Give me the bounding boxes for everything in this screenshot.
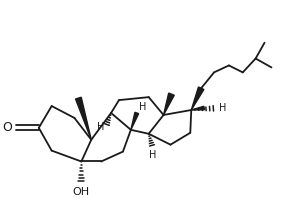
Polygon shape: [191, 106, 204, 110]
Polygon shape: [164, 93, 174, 115]
Text: H: H: [219, 103, 226, 113]
Polygon shape: [75, 97, 91, 140]
Text: O: O: [2, 121, 12, 134]
Text: H: H: [97, 122, 104, 132]
Text: H: H: [149, 150, 156, 160]
Polygon shape: [191, 87, 204, 110]
Text: H: H: [139, 102, 146, 112]
Polygon shape: [131, 112, 139, 130]
Text: OH: OH: [73, 187, 90, 197]
